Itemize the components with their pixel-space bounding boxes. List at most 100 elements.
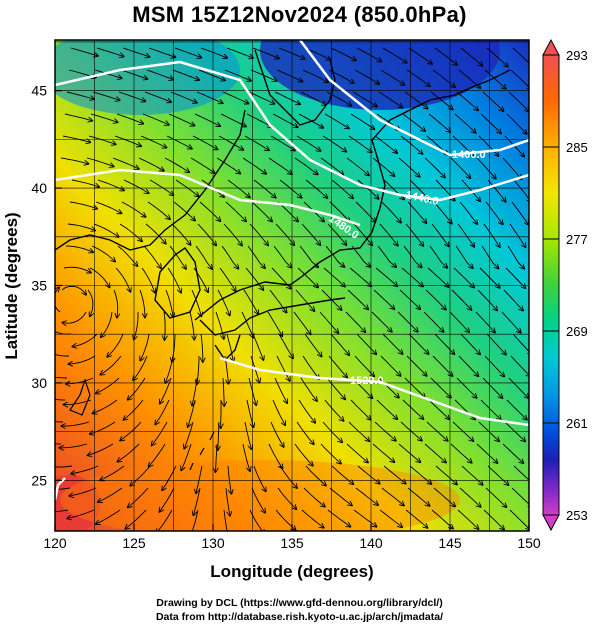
streamline — [456, 377, 477, 398]
streamline — [249, 223, 268, 245]
streamline — [400, 135, 423, 154]
streamline — [200, 47, 227, 58]
streamline — [117, 443, 140, 462]
streamline — [354, 69, 379, 84]
streamline — [86, 157, 114, 167]
streamline — [95, 201, 122, 213]
contour-label: 1400.0 — [452, 149, 486, 161]
streamline — [324, 113, 349, 129]
streamline — [482, 377, 503, 398]
y-axis-ticks: 25 30 35 40 45 — [31, 83, 62, 488]
colorbar-tick-label: 293 — [566, 48, 588, 63]
colorbar-ticks: 293 285 277 269 261 253 — [543, 48, 588, 523]
streamline — [273, 245, 292, 268]
colorbar-tick-label: 285 — [566, 140, 588, 155]
streamline — [327, 223, 346, 245]
streamline — [269, 289, 287, 313]
coastline — [55, 49, 511, 362]
streamline — [156, 509, 173, 531]
streamline — [221, 245, 238, 269]
streamline — [198, 69, 225, 80]
streamline — [166, 135, 192, 149]
streamline — [170, 91, 197, 103]
streamline — [216, 157, 240, 174]
streamline — [295, 289, 314, 311]
streamline — [62, 135, 90, 142]
streamline — [461, 179, 480, 201]
x-tick-label: 120 — [43, 535, 67, 551]
streamline — [483, 509, 504, 530]
streamline — [162, 465, 177, 490]
streamline — [477, 289, 497, 310]
streamline — [329, 487, 352, 506]
streamline — [190, 157, 215, 173]
cold-region — [260, 40, 500, 110]
streamline — [96, 47, 124, 57]
streamline — [348, 135, 372, 152]
streamline — [406, 69, 430, 86]
streamline — [253, 179, 276, 198]
colorbar-tick-label: 261 — [566, 416, 588, 431]
streamline — [225, 487, 230, 516]
streamline — [270, 135, 295, 151]
streamline — [382, 47, 407, 63]
streamline — [512, 47, 529, 67]
streamline — [322, 135, 346, 152]
streamline — [242, 157, 266, 174]
streamline — [352, 91, 377, 107]
streamline — [100, 355, 122, 375]
streamline — [403, 245, 422, 267]
streamline — [480, 399, 501, 420]
streamline — [509, 509, 529, 530]
streamline — [147, 201, 170, 219]
streamline — [146, 69, 173, 80]
streamline — [164, 157, 189, 172]
streamline — [141, 267, 155, 293]
streamline — [277, 487, 296, 509]
streamline — [479, 267, 500, 288]
streamline — [431, 223, 449, 246]
streamline — [486, 333, 506, 355]
streamline — [502, 443, 523, 463]
streamline — [246, 113, 272, 127]
streamline — [454, 113, 476, 133]
streamline — [149, 179, 174, 195]
streamline — [241, 311, 253, 338]
streamline — [501, 311, 521, 333]
streamline — [296, 421, 314, 444]
streamline — [139, 289, 145, 317]
y-tick-label: 35 — [31, 278, 47, 294]
streamline — [252, 47, 279, 58]
streamline — [276, 355, 290, 381]
streamline — [92, 91, 120, 100]
streamline — [65, 245, 93, 252]
streamline — [87, 289, 93, 316]
plot-area: 1400.0 1440.0 1480.0 1520.0 — [55, 40, 529, 531]
streamline — [511, 201, 528, 225]
x-tick-label: 130 — [201, 535, 225, 551]
grid-lines — [55, 40, 529, 531]
streamline — [272, 399, 285, 425]
streamline — [353, 509, 377, 527]
streamline — [275, 223, 294, 245]
streamline — [116, 113, 143, 124]
streamline — [117, 245, 137, 266]
streamline — [118, 91, 145, 101]
streamline — [270, 421, 284, 447]
streamline — [128, 377, 146, 400]
x-tick-label: 140 — [359, 535, 383, 551]
streamline — [506, 113, 527, 134]
streamline — [383, 465, 406, 484]
streamline — [345, 311, 365, 332]
streamline — [484, 69, 506, 89]
streamline — [64, 399, 92, 405]
streamline — [346, 157, 369, 175]
streamline — [227, 465, 231, 494]
streamline — [397, 311, 418, 332]
streamline — [155, 399, 170, 424]
streamline — [199, 201, 220, 221]
streamline — [165, 355, 174, 383]
streamline — [63, 266, 91, 272]
streamline — [484, 355, 504, 376]
streamline — [61, 285, 86, 294]
